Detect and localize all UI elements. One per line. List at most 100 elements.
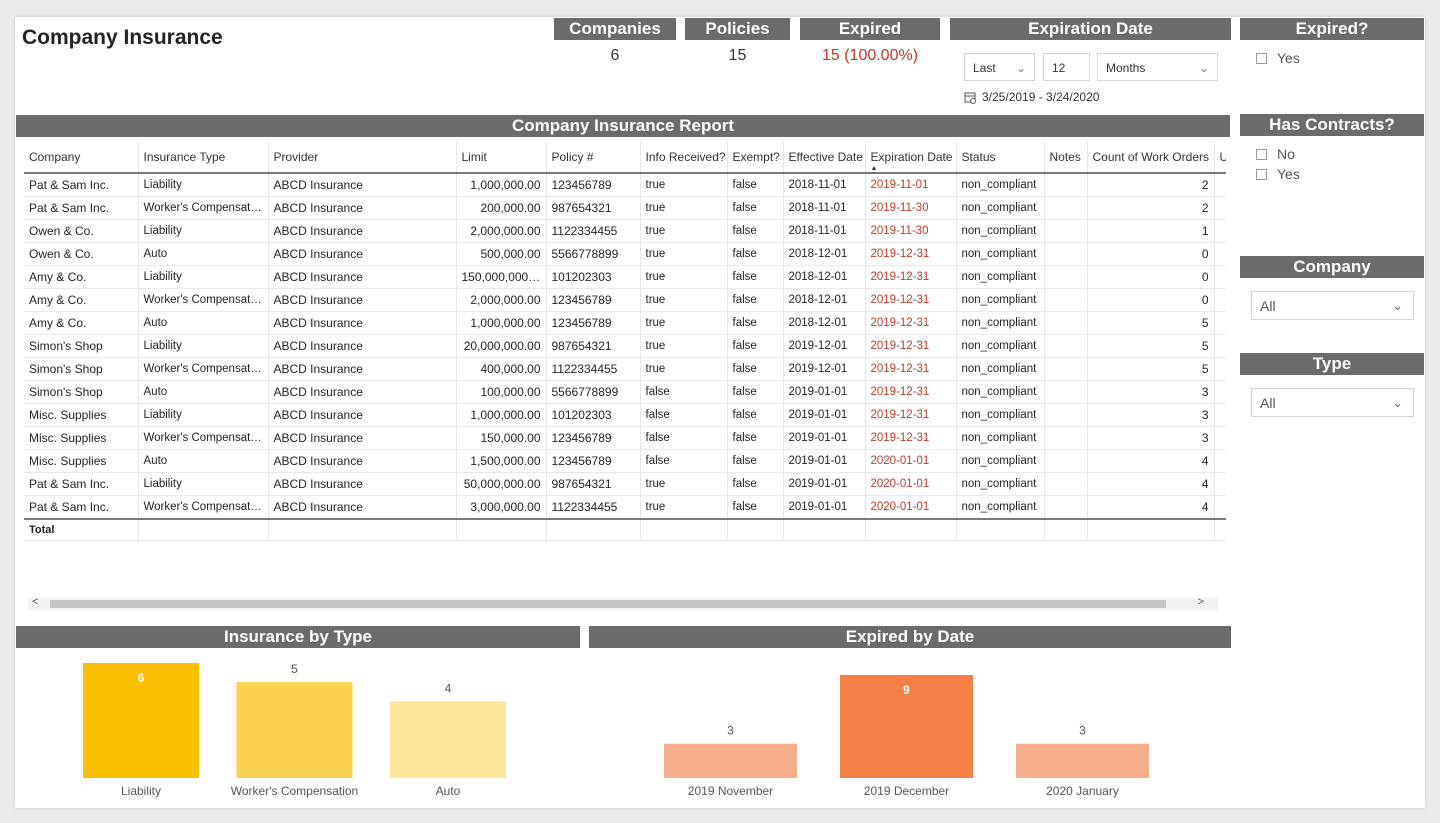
cell-provider: ABCD Insurance — [268, 173, 457, 197]
table-row[interactable]: Pat & Sam Inc. Worker's Compensation ABCD … — [24, 495, 1226, 520]
col-u[interactable]: U — [1214, 142, 1226, 174]
col-info-received[interactable]: Info Received? — [640, 142, 728, 174]
cell-status: non_compliant — [956, 311, 1045, 335]
cell-info-received: true — [640, 219, 728, 243]
table-row[interactable]: Pat & Sam Inc. Liability ABCD Insurance 50,… — [24, 472, 1226, 496]
cell-expiration-date: 2019-12-31 — [865, 380, 957, 404]
col-policy-number[interactable]: Policy # — [546, 142, 641, 174]
cell-u — [1214, 265, 1226, 289]
cell-policy-number: 101202303 — [546, 403, 641, 427]
category-label: 2020 January — [1046, 784, 1119, 798]
cell-notes — [1044, 380, 1088, 404]
cell-effective-date: 2018-12-01 — [783, 265, 866, 289]
report-table: Company Insurance Type Provider Limit Po… — [24, 142, 1226, 541]
table-row[interactable]: Simon's Shop Liability ABCD Insurance 20,00… — [24, 334, 1226, 358]
cell-work-orders: 5 — [1087, 334, 1215, 358]
cell-provider: ABCD Insurance — [268, 357, 457, 381]
cell-notes — [1044, 288, 1088, 312]
table-row[interactable]: Amy & Co. Liability ABCD Insurance 150,000,… — [24, 265, 1226, 289]
cell-work-orders: 4 — [1087, 495, 1215, 520]
scroll-right-icon[interactable]: > — [1197, 596, 1204, 608]
cell-effective-date: 2019-01-01 — [783, 403, 866, 427]
contracts-option-yes[interactable]: Yes — [1256, 166, 1300, 182]
cell-policy-number: 5566778899 — [546, 242, 641, 266]
company-dropdown[interactable]: All ⌄ — [1251, 291, 1414, 320]
col-company[interactable]: Company — [24, 142, 139, 174]
table-row[interactable]: Amy & Co. Auto ABCD Insurance 1,000,000.00 1… — [24, 311, 1226, 335]
kpi-companies-header: Companies — [554, 18, 676, 40]
table-row[interactable]: Pat & Sam Inc. Worker's Compensation ABCD … — [24, 196, 1226, 220]
checkbox[interactable] — [1256, 52, 1267, 64]
total-cell — [138, 518, 269, 541]
cell-effective-date: 2018-12-01 — [783, 288, 866, 312]
cell-policy-number: 101202303 — [546, 265, 641, 289]
total-cell — [456, 518, 547, 541]
bar[interactable] — [840, 675, 973, 778]
table-row[interactable]: Owen & Co. Liability ABCD Insurance 2,000,0… — [24, 219, 1226, 243]
cell-policy-number: 1122334455 — [546, 495, 641, 520]
type-dropdown[interactable]: All ⌄ — [1251, 388, 1414, 417]
horizontal-scrollbar[interactable]: < > — [28, 596, 1218, 610]
bar[interactable] — [236, 682, 353, 778]
col-expiration-date[interactable]: Expiration Date ▲ — [865, 142, 957, 174]
cell-expiration-date: 2019-12-31 — [865, 288, 957, 312]
cell-effective-date: 2018-11-01 — [783, 196, 866, 220]
cell-company: Pat & Sam Inc. — [24, 196, 139, 220]
cell-effective-date: 2019-01-01 — [783, 380, 866, 404]
cell-company: Simon's Shop — [24, 380, 139, 404]
col-exempt[interactable]: Exempt? — [727, 142, 784, 174]
table-row[interactable]: Simon's Shop Worker's Compensation ABCD In… — [24, 357, 1226, 381]
period-unit-dropdown[interactable]: Months ⌄ — [1097, 53, 1218, 81]
checkbox[interactable] — [1256, 168, 1267, 180]
col-effective-date[interactable]: Effective Date — [783, 142, 866, 174]
table-row[interactable]: Amy & Co. Worker's Compensation ABCD Insur… — [24, 288, 1226, 312]
cell-provider: ABCD Insurance — [268, 449, 457, 473]
cell-exempt: false — [727, 495, 784, 520]
period-count-input[interactable]: 12 — [1043, 53, 1090, 81]
chart-date-header: Expired by Date — [589, 626, 1231, 648]
bar[interactable] — [83, 663, 199, 778]
data-label: 9 — [903, 683, 910, 697]
cell-policy-number: 1122334455 — [546, 219, 641, 243]
table-row[interactable]: Misc. Supplies Worker's Compensation ABCD … — [24, 426, 1226, 450]
cell-exempt: false — [727, 426, 784, 450]
cell-provider: ABCD Insurance — [268, 196, 457, 220]
cell-effective-date: 2018-11-01 — [783, 173, 866, 197]
cell-work-orders: 5 — [1087, 311, 1215, 335]
checkbox[interactable] — [1256, 148, 1267, 160]
cell-company: Pat & Sam Inc. — [24, 495, 139, 520]
table-row[interactable]: Misc. Supplies Auto ABCD Insurance 1,500,00… — [24, 449, 1226, 473]
table-row[interactable]: Pat & Sam Inc. Liability ABCD Insurance 1,0… — [24, 173, 1226, 197]
table-row[interactable]: Simon's Shop Auto ABCD Insurance 100,000.00… — [24, 380, 1226, 404]
expiration-date-header: Expiration Date — [950, 18, 1231, 40]
cell-u — [1214, 196, 1226, 220]
bar[interactable] — [390, 701, 506, 778]
cell-exempt: false — [727, 219, 784, 243]
bar[interactable] — [664, 743, 797, 778]
period-dropdown[interactable]: Last ⌄ — [964, 53, 1035, 81]
col-limit[interactable]: Limit — [456, 142, 547, 174]
cell-limit: 2,000,000.00 — [456, 219, 547, 243]
cell-provider: ABCD Insurance — [268, 334, 457, 358]
scroll-left-icon[interactable]: < — [32, 596, 39, 608]
bar[interactable] — [1016, 743, 1149, 778]
cell-notes — [1044, 357, 1088, 381]
cell-expiration-date: 2019-11-01 — [865, 173, 957, 197]
expired-option-yes[interactable]: Yes — [1256, 50, 1300, 66]
cell-exempt: false — [727, 472, 784, 496]
total-row: Total — [24, 518, 1226, 541]
table-row[interactable]: Owen & Co. Auto ABCD Insurance 500,000.00 55… — [24, 242, 1226, 266]
cell-info-received: false — [640, 449, 728, 473]
col-notes[interactable]: Notes — [1044, 142, 1088, 174]
cell-insurance-type: Worker's Compensation — [138, 196, 269, 220]
col-status[interactable]: Status — [956, 142, 1045, 174]
col-work-orders[interactable]: Count of Work Orders — [1087, 142, 1215, 174]
table-row[interactable]: Misc. Supplies Liability ABCD Insurance 1,0… — [24, 403, 1226, 427]
cell-u — [1214, 495, 1226, 520]
contracts-option-no[interactable]: No — [1256, 146, 1295, 162]
cell-status: non_compliant — [956, 334, 1045, 358]
col-provider[interactable]: Provider — [268, 142, 457, 174]
col-insurance-type[interactable]: Insurance Type — [138, 142, 269, 174]
scrollbar-thumb[interactable] — [50, 600, 1166, 608]
total-cell — [783, 518, 866, 541]
